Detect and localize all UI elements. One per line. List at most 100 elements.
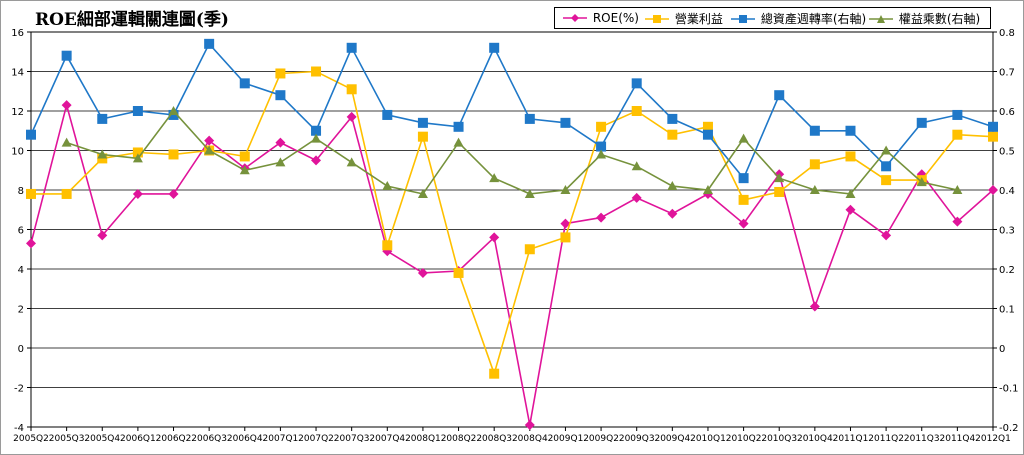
x-tick-label: 2009Q1 [548, 434, 584, 444]
data-point [952, 185, 963, 194]
data-point [774, 173, 785, 183]
legend-label-operating-profit: 營業利益 [674, 12, 723, 26]
data-point [596, 121, 607, 132]
data-point [311, 155, 322, 166]
x-tick-label: 2007Q1 [263, 434, 299, 444]
x-tick-label: 2009Q4 [654, 434, 690, 444]
x-tick-label: 2008Q4 [512, 434, 548, 444]
data-point [952, 109, 963, 120]
data-point [667, 113, 678, 124]
data-point [275, 157, 286, 167]
data-point [204, 38, 215, 49]
x-tick-label: 2006Q2 [156, 434, 192, 444]
data-point [97, 149, 108, 159]
series-2 [26, 38, 998, 184]
chart-title: ROE細部運輯關連圖(季) [35, 10, 229, 30]
data-point [61, 137, 72, 147]
x-tick-label: 2010Q4 [797, 434, 833, 444]
data-point [702, 129, 713, 140]
data-point [489, 232, 500, 243]
y-left-tick-label: 10 [11, 147, 24, 158]
data-point [97, 113, 108, 124]
x-tick-label: 2007Q4 [369, 434, 405, 444]
legend-marker-roe [563, 13, 587, 22]
data-point [988, 185, 998, 195]
data-point [631, 192, 642, 203]
y-left-tick-label: 6 [18, 226, 24, 237]
data-point [489, 173, 500, 183]
data-point [239, 165, 250, 175]
y-left-tick-label: 8 [18, 186, 24, 197]
data-point [382, 109, 393, 120]
y-right-tick-label: 0.3 [999, 226, 1015, 237]
x-tick-label: 2011Q3 [904, 434, 940, 444]
data-point [26, 238, 36, 249]
y-right-tick-label: -0.2 [999, 423, 1019, 434]
legend-marker-operating-profit [645, 14, 669, 23]
data-point [453, 267, 464, 278]
series-3 [61, 106, 963, 198]
y-right-tick-label: 0.7 [999, 68, 1015, 79]
y-left-tick-label: 16 [11, 28, 24, 39]
legend-entry-operating-profit: 營業利益 [645, 10, 723, 27]
y-left-tick-label: -2 [14, 384, 24, 395]
data-point [560, 117, 571, 128]
data-point [881, 175, 892, 186]
x-tick-label: 2005Q4 [84, 434, 120, 444]
x-tick-label: 2008Q1 [405, 434, 441, 444]
y-left-tick-label: 14 [11, 68, 24, 79]
legend-marker-equity-multiplier [869, 14, 893, 23]
series-layer [26, 38, 998, 431]
data-point [346, 42, 357, 53]
data-point [275, 137, 286, 148]
x-tick-label: 2011Q4 [940, 434, 976, 444]
x-tick-label: 2007Q2 [298, 434, 334, 444]
data-point [132, 106, 143, 116]
data-point [631, 161, 642, 171]
data-point [204, 145, 215, 155]
x-tick-label: 2010Q1 [690, 434, 726, 444]
data-point [988, 131, 998, 142]
data-point [311, 125, 322, 136]
x-tick-label: 2008Q3 [476, 434, 512, 444]
data-point [346, 157, 357, 167]
data-point [560, 232, 571, 243]
data-point [26, 129, 36, 140]
data-point [382, 240, 393, 251]
data-point [524, 188, 535, 198]
x-tick-label: 2009Q3 [619, 434, 655, 444]
data-point [702, 185, 713, 194]
x-tick-label: 2007Q3 [334, 434, 370, 444]
data-point [809, 125, 820, 136]
x-tick-label: 2006Q1 [120, 434, 156, 444]
y-left-tick-label: 12 [11, 107, 24, 118]
data-point [952, 129, 963, 140]
data-point [26, 188, 36, 199]
y-right-tick-label: 0.6 [999, 107, 1015, 118]
y-right-tick-label: -0.1 [999, 384, 1019, 395]
legend-entry-equity-multiplier: 權益乘數(右軸) [869, 10, 980, 27]
data-point [204, 135, 215, 146]
data-point [560, 185, 571, 194]
data-point [346, 84, 357, 95]
data-point [489, 368, 500, 379]
data-point [631, 106, 642, 116]
x-tick-label: 2011Q2 [868, 434, 904, 444]
data-point [382, 181, 393, 191]
y-right-tick-label: 0 [999, 344, 1005, 355]
data-point [916, 117, 927, 128]
data-point [845, 151, 856, 162]
data-point [132, 153, 143, 163]
x-tick-label: 2008Q2 [441, 434, 477, 444]
data-point [738, 133, 749, 143]
data-point [952, 216, 963, 227]
legend-entry-roe: ROE(%) [563, 10, 639, 25]
data-point [774, 186, 785, 197]
data-point [596, 212, 607, 223]
legend-label-equity-multiplier: 權益乘數(右軸) [898, 12, 981, 26]
series-1 [26, 66, 998, 379]
y-left-tick-label: 2 [18, 305, 24, 316]
data-point [809, 159, 820, 170]
series-0 [26, 100, 998, 431]
